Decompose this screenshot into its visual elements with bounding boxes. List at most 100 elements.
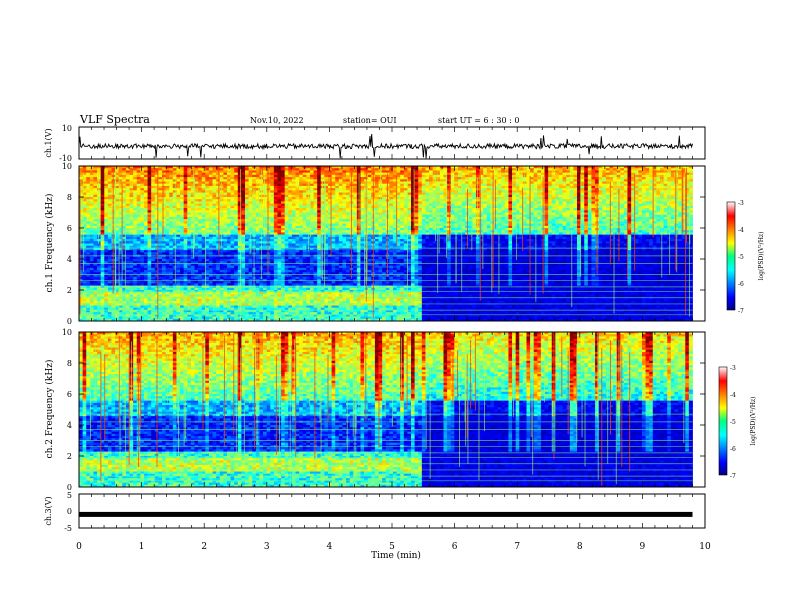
- spectrogram-cell: [563, 184, 567, 187]
- spectrogram-cell: [487, 219, 491, 222]
- spectrogram-cell: [591, 177, 595, 180]
- spectrogram-cell: [90, 188, 94, 191]
- spectrogram-cell: [256, 168, 260, 171]
- spectrogram-cell: [436, 208, 440, 211]
- spectrogram-cell: [472, 204, 476, 207]
- spectrogram-cell: [342, 177, 346, 180]
- spectrogram-cell: [678, 173, 682, 176]
- spectrogram-cell: [599, 219, 603, 222]
- date-label: Nov.10, 2022: [250, 116, 304, 125]
- spectrogram-cell: [191, 173, 195, 176]
- spectrogram-cell: [436, 204, 440, 207]
- spectrogram-cell: [649, 204, 653, 207]
- spectrogram-cell: [545, 168, 549, 171]
- spectrogram-cell: [245, 204, 249, 207]
- spectrogram-cell: [173, 184, 177, 187]
- spectrogram-cell: [353, 184, 357, 187]
- spectrogram-cell: [176, 204, 180, 207]
- spectrogram-cell: [97, 219, 101, 222]
- spectrogram-cell: [487, 204, 491, 207]
- spectrogram-cell: [209, 219, 213, 222]
- spectrogram-cell: [216, 224, 220, 227]
- spectrogram-cell: [169, 177, 173, 180]
- spectrogram-cell: [671, 215, 675, 218]
- spectrogram-cell: [494, 199, 498, 202]
- spectrogram-cell: [642, 204, 646, 207]
- spectrogram-cell: [635, 215, 639, 218]
- spectrogram-cell: [407, 204, 411, 207]
- spectrogram-cell: [458, 215, 462, 218]
- spectrogram-cell: [267, 224, 271, 227]
- spectrogram-cell: [166, 188, 170, 191]
- spectrogram-cell: [104, 230, 108, 233]
- spectrogram-cell: [285, 204, 289, 207]
- spectrogram-cell: [335, 193, 339, 196]
- spectrogram-cell: [158, 219, 162, 222]
- spectrogram-cell: [285, 219, 289, 222]
- spectrogram-cell: [620, 208, 624, 211]
- spectrogram-cell: [213, 204, 217, 207]
- spectrogram-cell: [375, 224, 379, 227]
- spectrogram-cell: [241, 230, 245, 233]
- spectrogram-cell: [602, 208, 606, 211]
- spectrogram-cell: [256, 199, 260, 202]
- spectrogram-cell: [144, 168, 148, 171]
- spectrogram-cell: [505, 224, 509, 227]
- spectrogram-cell: [591, 184, 595, 187]
- spectrogram-cell: [151, 224, 155, 227]
- spectrogram-cell: [270, 184, 274, 187]
- spectrogram-cell: [151, 173, 155, 176]
- spectrogram-cell: [458, 177, 462, 180]
- spectrogram-cell: [599, 184, 603, 187]
- spectrogram-cell: [227, 199, 231, 202]
- spectrogram-cell: [415, 219, 419, 222]
- spectrogram-cell: [187, 215, 191, 218]
- spectrogram-cell: [591, 204, 595, 207]
- spectrogram-cell: [166, 184, 170, 187]
- spectrogram-cell: [277, 204, 281, 207]
- spectrogram-cell: [505, 188, 509, 191]
- spectrogram-cell: [678, 219, 682, 222]
- spectrogram-cell: [335, 188, 339, 191]
- spectrogram-cell: [263, 215, 267, 218]
- spectrogram-cell: [314, 173, 318, 176]
- spectrogram-cell: [299, 204, 303, 207]
- spectrogram-cell: [126, 193, 130, 196]
- spectrogram-cell: [90, 224, 94, 227]
- spectrogram-cell: [158, 168, 162, 171]
- spectrogram-cell: [137, 204, 141, 207]
- spectrogram-cell: [671, 184, 675, 187]
- spectrogram-cell: [433, 199, 437, 202]
- spectrogram-cell: [451, 188, 455, 191]
- spectrogram-cell: [436, 177, 440, 180]
- spectrogram-cell: [422, 199, 426, 202]
- spectrogram-cell: [169, 199, 173, 202]
- spectrogram-cell: [397, 224, 401, 227]
- spectrogram-cell: [277, 177, 281, 180]
- spectrogram-cell: [429, 177, 433, 180]
- spectrogram-cell: [137, 208, 141, 211]
- spectrogram-cell: [234, 173, 238, 176]
- spectrogram-cell: [277, 173, 281, 176]
- spectrogram-cell: [133, 168, 137, 171]
- spectrogram-cell: [267, 230, 271, 233]
- spectrogram-cell: [508, 193, 512, 196]
- spectrogram-cell: [541, 168, 545, 171]
- spectrogram-cell: [292, 224, 296, 227]
- spectrogram-cell: [245, 215, 249, 218]
- spectrogram-cell: [198, 224, 202, 227]
- spectrogram-cell: [176, 215, 180, 218]
- spectrogram-cell: [498, 224, 502, 227]
- ch1-spectrogram-panel: 0246810 ch.1 Frequency (kHz): [44, 162, 705, 326]
- spectrogram-cell: [429, 219, 433, 222]
- spectrogram-cell: [238, 184, 242, 187]
- ch1-spectrogram-image: [79, 166, 705, 321]
- spectrogram-cell: [620, 184, 624, 187]
- spectrogram-cell: [173, 204, 177, 207]
- spectrogram-cell: [104, 199, 108, 202]
- spectrogram-cell: [292, 219, 296, 222]
- spectrogram-cell: [213, 193, 217, 196]
- spectrogram-cell: [180, 168, 184, 171]
- spectrogram-cell: [104, 219, 108, 222]
- spectrogram-cell: [584, 199, 588, 202]
